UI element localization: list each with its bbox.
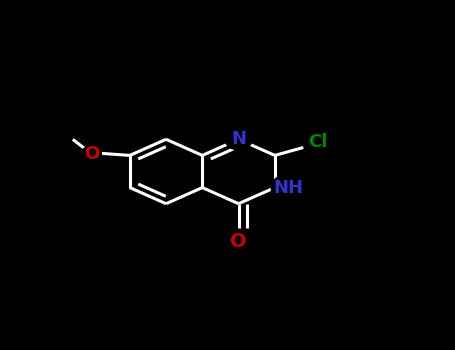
Circle shape <box>81 146 101 161</box>
Text: Cl: Cl <box>308 133 328 151</box>
Text: O: O <box>230 232 247 251</box>
Text: N: N <box>231 130 246 148</box>
Circle shape <box>271 174 306 201</box>
Circle shape <box>226 231 251 251</box>
Text: O: O <box>84 145 99 163</box>
Circle shape <box>303 131 333 153</box>
Text: NH: NH <box>273 178 303 197</box>
Circle shape <box>225 129 252 150</box>
